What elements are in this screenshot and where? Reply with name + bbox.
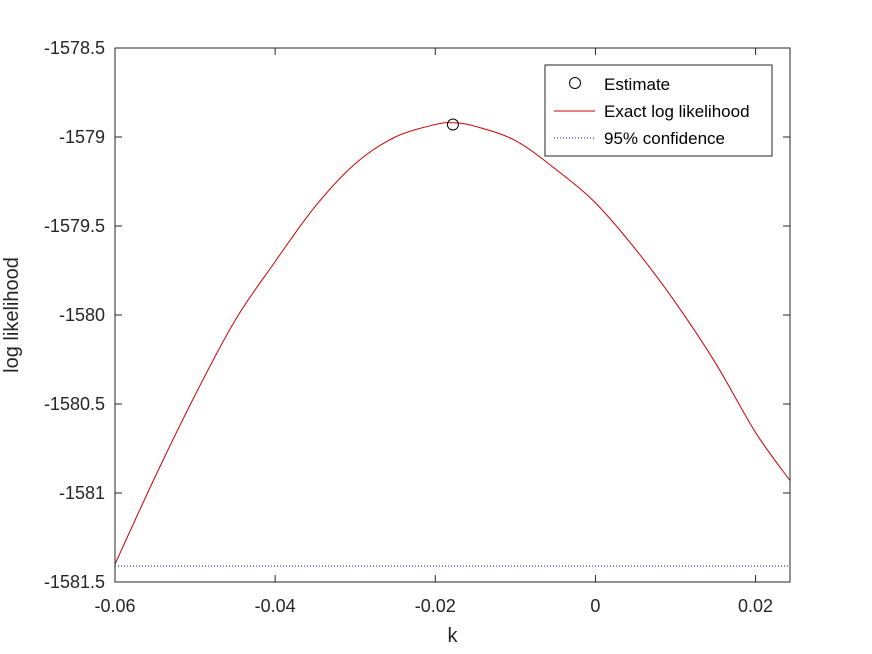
y-tick-label: -1580	[59, 305, 105, 325]
y-tick-label: -1579	[59, 127, 105, 147]
y-axis-label: log likelihood	[1, 257, 23, 373]
legend-label: Exact log likelihood	[604, 102, 750, 121]
legend-entry: Estimate	[569, 75, 670, 94]
estimate-point	[446, 118, 459, 131]
x-axis-label: k	[448, 625, 459, 647]
x-tick-label: -0.06	[94, 596, 135, 616]
legend: Estimate Exact log likelihood 95% confiden…	[544, 64, 773, 157]
series-line-exact-log-likelihood	[114, 122, 791, 565]
y-tick-label: -1581	[59, 483, 105, 503]
plot-frame	[114, 47, 791, 583]
y-tick-label: -1580.5	[44, 394, 105, 414]
legend-label: Estimate	[604, 75, 670, 94]
legend-entry: 95% confidence	[554, 129, 725, 148]
x-tick-label: 0.02	[738, 596, 773, 616]
x-tick-label: -0.04	[255, 596, 296, 616]
plot-area	[114, 118, 791, 567]
x-tick-label: 0	[590, 596, 600, 616]
y-tick-label: -1578.5	[44, 38, 105, 58]
legend-entry: Exact log likelihood	[554, 102, 750, 121]
y-tick-label: -1579.5	[44, 216, 105, 236]
y-tick-label: -1581.5	[44, 572, 105, 592]
legend-marker-circle	[569, 77, 581, 89]
x-tick-label: -0.02	[415, 596, 456, 616]
legend-label: 95% confidence	[604, 129, 725, 148]
